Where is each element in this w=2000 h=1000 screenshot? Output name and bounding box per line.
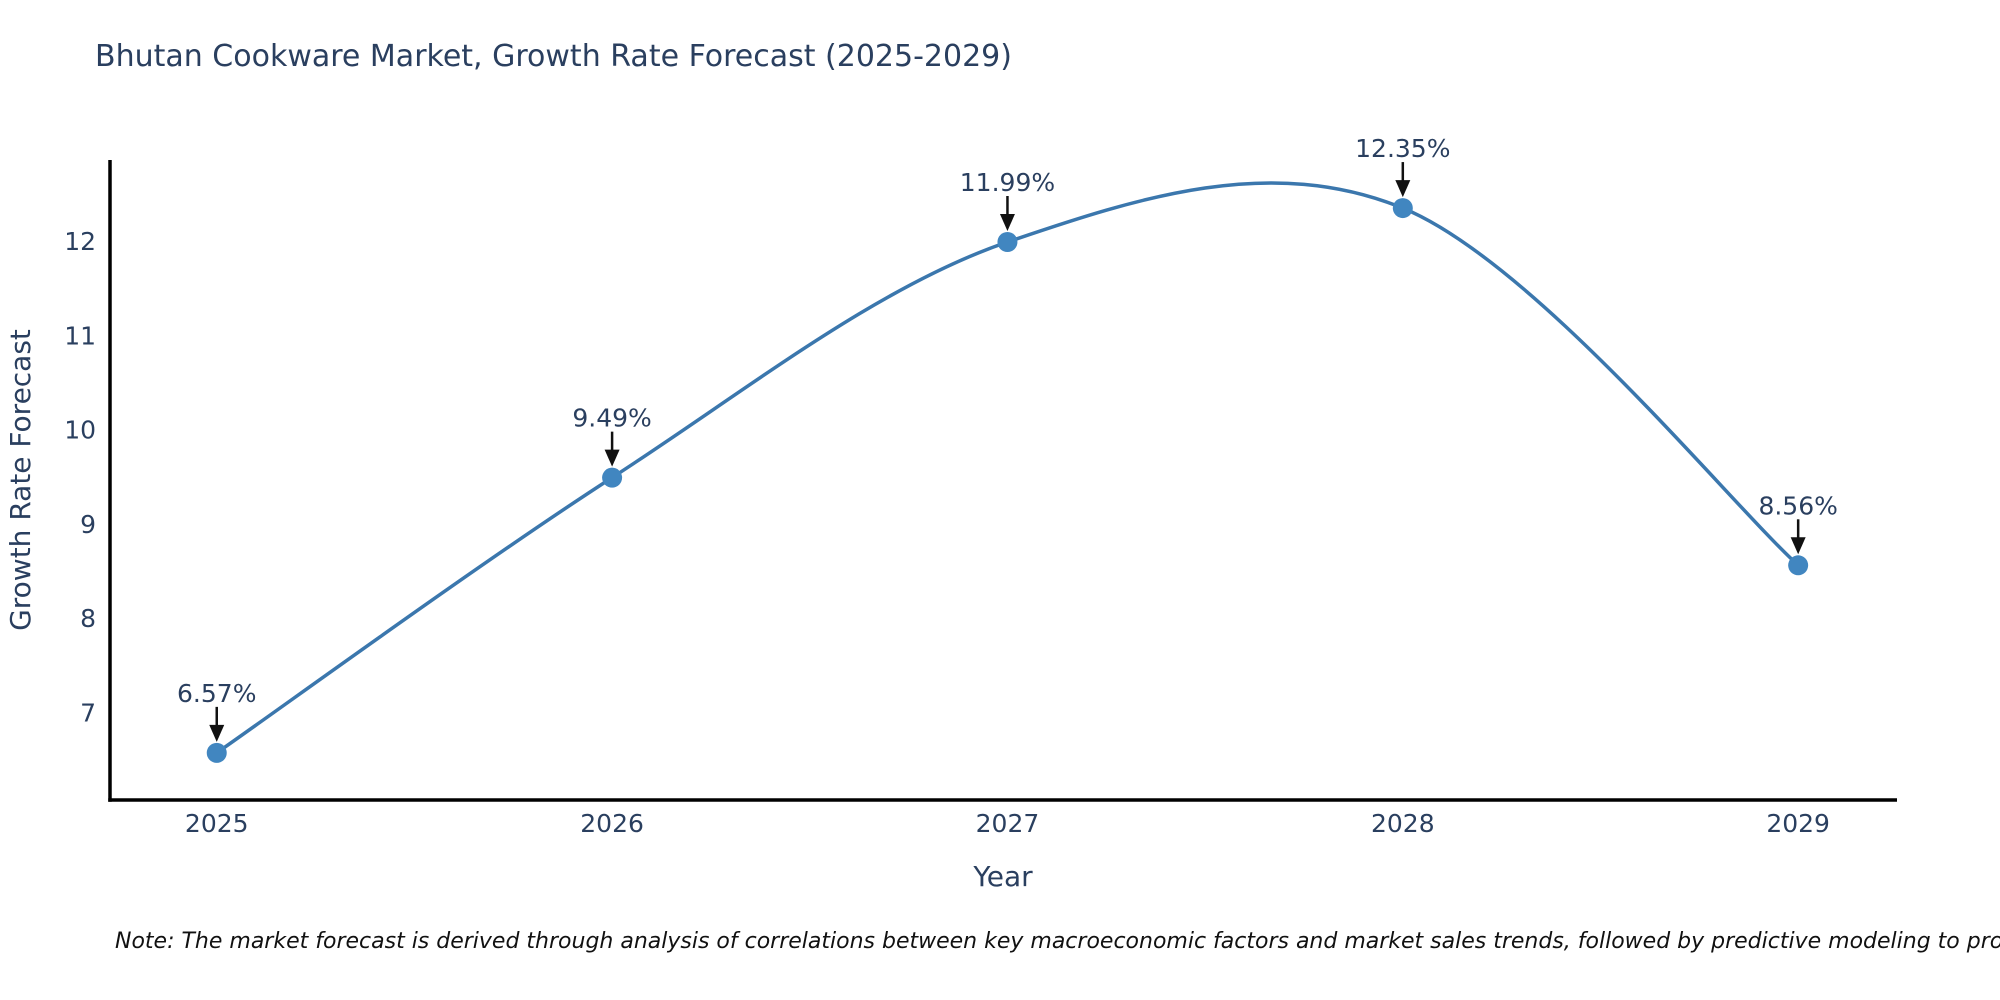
- y-tick-label: 11: [64, 321, 96, 350]
- y-tick-label: 8: [80, 604, 96, 633]
- data-point: [997, 232, 1018, 253]
- growth-rate-spline: [215, 181, 1800, 755]
- data-point: [602, 467, 623, 488]
- y-tick-labels: 7 8 9 10 11 12: [64, 227, 96, 727]
- data-point: [1788, 555, 1809, 576]
- x-axis-title: Year: [972, 860, 1033, 893]
- y-tick-label: 12: [64, 227, 96, 256]
- point-annotations: 6.57% 9.49% 11.99% 12.35% 8.56%: [177, 134, 1838, 742]
- y-axis-title: Growth Rate Forecast: [4, 329, 37, 631]
- chart-note: Note: The market forecast is derived thr…: [115, 929, 2000, 954]
- x-tick-labels: 2025 2026 2027 2028 2029: [185, 809, 1830, 838]
- point-annotation-label: 9.49%: [572, 404, 651, 433]
- data-point: [206, 742, 227, 763]
- x-tick-label: 2025: [185, 809, 249, 838]
- y-tick-label: 7: [80, 698, 96, 727]
- annotation-arrowhead: [1790, 537, 1806, 555]
- annotation-arrowhead: [209, 724, 225, 742]
- x-tick-label: 2029: [1766, 809, 1830, 838]
- annotation-arrowhead: [604, 449, 620, 467]
- series-line: [215, 181, 1800, 755]
- y-tick-label: 9: [80, 510, 96, 539]
- y-tick-label: 10: [64, 416, 96, 445]
- data-point: [1392, 198, 1413, 219]
- point-annotation-label: 11.99%: [960, 168, 1055, 197]
- annotation-arrowhead: [999, 214, 1015, 232]
- chart-title: Bhutan Cookware Market, Growth Rate Fore…: [95, 39, 1012, 74]
- annotation-arrowhead: [1395, 180, 1411, 198]
- x-tick-label: 2026: [580, 809, 644, 838]
- x-tick-label: 2028: [1371, 809, 1435, 838]
- point-annotation-label: 8.56%: [1758, 491, 1837, 520]
- x-tick-label: 2027: [976, 809, 1040, 838]
- point-annotation-label: 12.35%: [1355, 134, 1450, 163]
- axes: [108, 160, 1897, 802]
- data-points: [206, 198, 1809, 763]
- point-annotation-label: 6.57%: [177, 679, 256, 708]
